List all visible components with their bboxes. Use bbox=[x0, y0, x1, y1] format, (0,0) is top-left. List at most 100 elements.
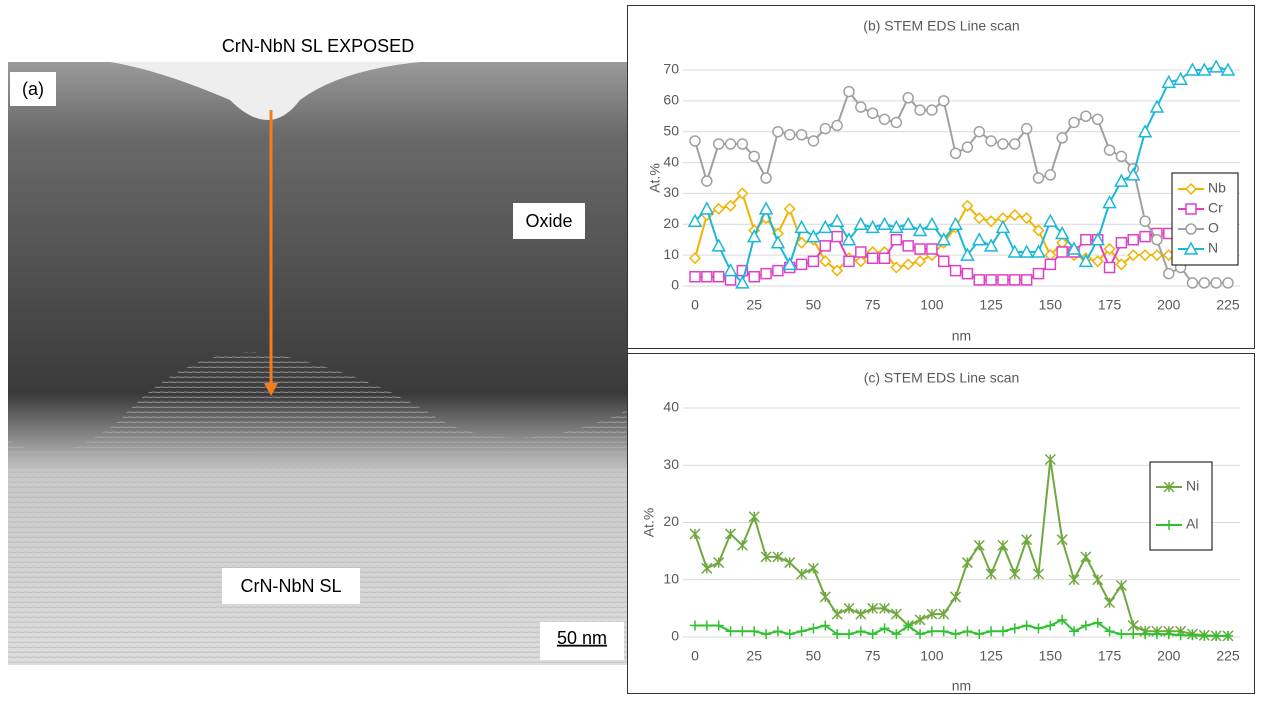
data-point bbox=[1092, 617, 1103, 628]
data-point bbox=[1149, 99, 1165, 113]
data-point bbox=[701, 270, 713, 283]
x-tick-label: 25 bbox=[746, 648, 762, 664]
data-point bbox=[866, 107, 879, 119]
y-tick-label: 10 bbox=[663, 570, 679, 586]
data-point bbox=[831, 264, 844, 277]
data-point bbox=[936, 232, 951, 246]
data-point bbox=[973, 539, 985, 551]
data-point bbox=[974, 629, 985, 640]
data-point bbox=[983, 238, 999, 252]
data-point bbox=[1187, 630, 1198, 641]
data-point bbox=[1139, 230, 1151, 243]
data-point bbox=[1080, 110, 1092, 122]
data-point bbox=[1032, 568, 1045, 580]
data-point bbox=[961, 267, 974, 280]
x-tick-label: 100 bbox=[920, 297, 944, 313]
data-point bbox=[772, 264, 784, 277]
data-point bbox=[784, 557, 796, 569]
data-point bbox=[829, 213, 845, 227]
x-tick-label: 125 bbox=[979, 648, 1003, 664]
data-point bbox=[1125, 167, 1141, 181]
data-point bbox=[1031, 244, 1046, 258]
y-tick-label: 50 bbox=[663, 122, 679, 138]
data-point bbox=[865, 219, 880, 234]
data-point bbox=[820, 620, 831, 631]
data-point bbox=[855, 626, 866, 637]
data-point bbox=[1009, 568, 1021, 580]
data-point bbox=[1185, 62, 1200, 76]
y-tick-label: 0 bbox=[671, 628, 679, 644]
data-point bbox=[819, 255, 832, 268]
data-point bbox=[749, 626, 760, 637]
data-point bbox=[748, 511, 760, 523]
data-point bbox=[902, 258, 915, 271]
legend-marker bbox=[1185, 223, 1197, 235]
y-tick-label: 60 bbox=[663, 92, 679, 108]
x-tick-label: 0 bbox=[691, 297, 699, 313]
data-point bbox=[699, 201, 715, 215]
data-point bbox=[926, 104, 938, 116]
data-point bbox=[843, 85, 855, 98]
x-tick-label: 150 bbox=[1039, 648, 1063, 664]
data-point bbox=[926, 608, 938, 620]
series-line bbox=[694, 65, 1229, 285]
data-point bbox=[690, 620, 700, 631]
data-point bbox=[997, 138, 1009, 150]
data-point bbox=[772, 551, 784, 563]
data-point bbox=[1163, 629, 1174, 640]
panel-label: (a) bbox=[22, 79, 44, 99]
x-tick-label: 200 bbox=[1157, 297, 1181, 313]
data-point bbox=[748, 150, 760, 163]
data-point bbox=[879, 623, 890, 634]
data-point bbox=[770, 235, 786, 249]
data-point bbox=[1080, 620, 1091, 631]
data-point bbox=[688, 252, 702, 265]
data-point bbox=[867, 629, 878, 640]
y-tick-label: 0 bbox=[671, 277, 679, 293]
data-point bbox=[806, 229, 821, 243]
data-point bbox=[1032, 267, 1045, 280]
data-point bbox=[783, 202, 796, 215]
data-point bbox=[890, 233, 903, 246]
data-point bbox=[843, 602, 855, 614]
data-point bbox=[737, 626, 748, 637]
data-point bbox=[1032, 172, 1045, 184]
data-point bbox=[831, 119, 843, 132]
x-tick-label: 75 bbox=[865, 648, 881, 664]
data-point bbox=[1080, 233, 1092, 246]
x-tick-label: 150 bbox=[1039, 297, 1063, 313]
data-point bbox=[960, 247, 975, 261]
data-point bbox=[985, 215, 998, 228]
data-point bbox=[794, 219, 809, 234]
data-point bbox=[855, 101, 867, 113]
data-point bbox=[1090, 232, 1105, 246]
legend-label: Ni bbox=[1186, 478, 1199, 494]
annotation: CrN-NbN SL bbox=[240, 576, 341, 596]
data-point bbox=[761, 629, 772, 640]
data-point bbox=[867, 602, 879, 614]
data-point bbox=[723, 263, 738, 277]
legend-label: O bbox=[1208, 220, 1219, 236]
data-point bbox=[961, 141, 974, 153]
data-point bbox=[1080, 551, 1092, 563]
data-point bbox=[689, 135, 701, 147]
label-box bbox=[10, 72, 56, 106]
data-point bbox=[1197, 62, 1212, 76]
y-axis-label: At.% bbox=[647, 163, 663, 193]
data-point bbox=[784, 629, 795, 640]
data-point bbox=[689, 270, 701, 283]
data-point bbox=[1104, 626, 1115, 637]
data-point bbox=[1139, 249, 1152, 262]
data-point bbox=[1091, 255, 1104, 268]
data-point bbox=[1078, 253, 1094, 268]
x-tick-label: 125 bbox=[979, 297, 1003, 313]
data-point bbox=[1045, 620, 1056, 631]
data-point bbox=[1068, 574, 1080, 586]
data-point bbox=[900, 216, 916, 231]
data-point bbox=[760, 551, 772, 563]
data-point bbox=[832, 629, 843, 640]
data-point bbox=[841, 232, 857, 246]
data-point bbox=[701, 175, 713, 187]
chart-frame bbox=[627, 5, 1255, 349]
